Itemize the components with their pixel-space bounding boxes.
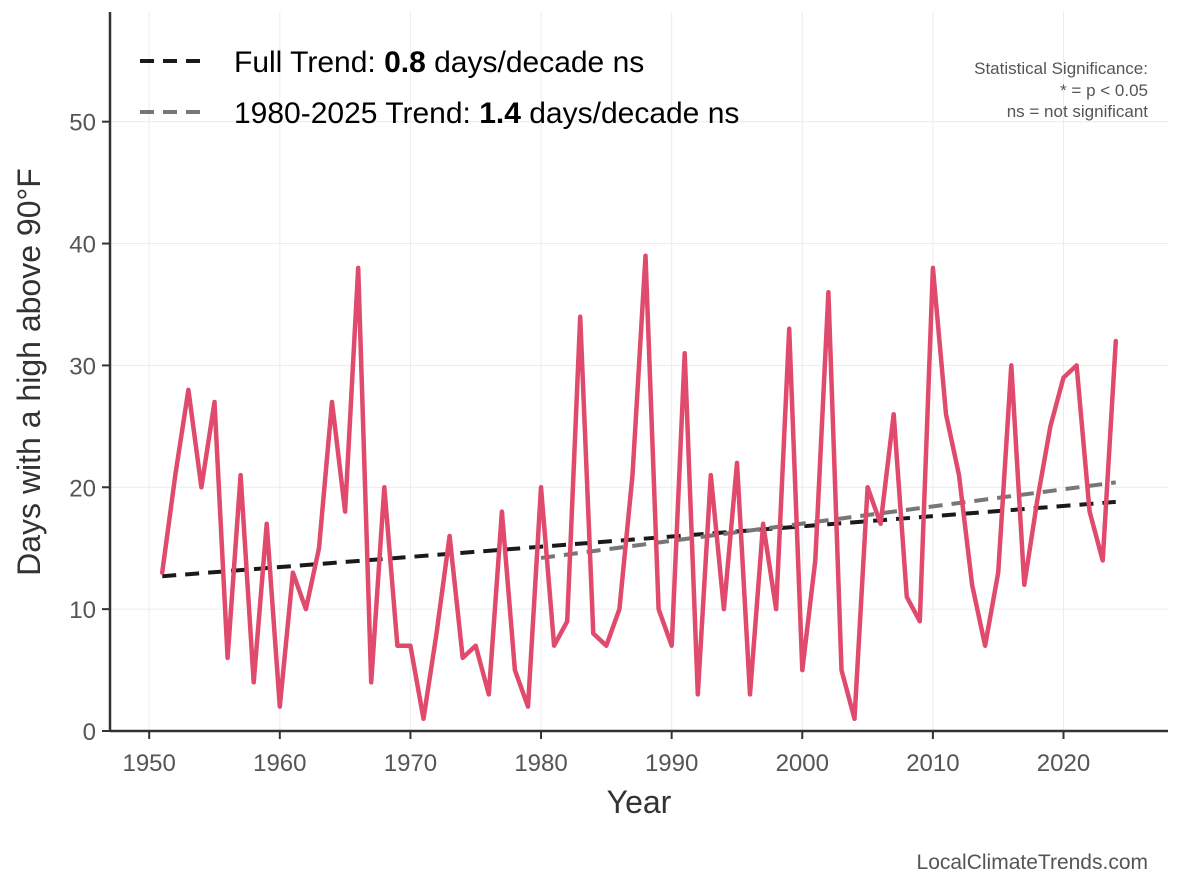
significance-line-2: ns = not significant (1007, 102, 1149, 121)
full-trend-line (162, 499, 1116, 579)
y-axis-title: Days with a high above 90°F (11, 168, 47, 576)
y-tick-label: 50 (69, 110, 96, 137)
series-line (159, 253, 1119, 722)
data-series (159, 253, 1119, 722)
y-tick-label: 10 (69, 597, 96, 624)
legend-recent-trend-label: 1980-2025 Trend: 1.4 days/decade ns (234, 97, 739, 130)
legend-full-trend-rate: 0.8 (384, 46, 426, 79)
axes (108, 12, 1168, 733)
ticks: 1950 1960 1970 1980 1990 2000 2010 2020 0 10 20 30 4… (69, 110, 1090, 777)
legend-recent-trend-prefix: 1980-2025 Trend: (234, 97, 479, 130)
legend-recent-trend-suffix: days/decade ns (521, 97, 739, 130)
x-tick-label: 1990 (645, 750, 698, 777)
source-credit: LocalClimateTrends.com (917, 851, 1148, 874)
significance-line-1: * = p < 0.05 (1060, 81, 1148, 100)
x-tick-label: 1950 (122, 750, 175, 777)
significance-note: Statistical Significance: * = p < 0.05 n… (974, 59, 1148, 121)
legend: Full Trend: 0.8 days/decade ns 1980-2025… (140, 46, 739, 130)
trend-lines (162, 480, 1117, 579)
significance-title: Statistical Significance: (974, 59, 1148, 78)
legend-full-trend-suffix: days/decade ns (426, 46, 644, 79)
x-tick-label: 1980 (514, 750, 567, 777)
grid (110, 12, 1168, 732)
legend-full-trend-prefix: Full Trend: (234, 46, 384, 79)
y-tick-label: 40 (69, 232, 96, 259)
x-axis-title: Year (607, 784, 672, 820)
y-tick-label: 30 (69, 353, 96, 380)
x-tick-label: 2010 (906, 750, 959, 777)
legend-recent-trend-rate: 1.4 (479, 97, 521, 130)
x-tick-label: 2000 (776, 750, 829, 777)
x-tick-label: 1970 (384, 750, 437, 777)
y-tick-label: 0 (83, 719, 96, 746)
x-tick-label: 2020 (1037, 750, 1090, 777)
y-tick-label: 20 (69, 475, 96, 502)
legend-full-trend-label: Full Trend: 0.8 days/decade ns (234, 46, 644, 79)
x-tick-label: 1960 (253, 750, 306, 777)
